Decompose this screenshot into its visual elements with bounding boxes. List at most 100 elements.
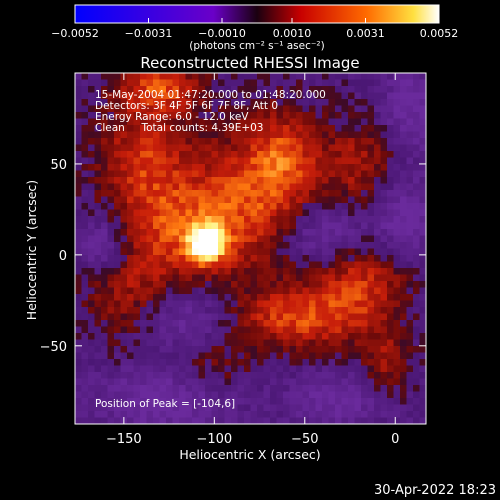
heatmap-cell — [387, 131, 395, 139]
heatmap-cell — [309, 398, 317, 406]
heatmap-cell — [172, 183, 180, 191]
heatmap-cell — [302, 352, 310, 360]
heatmap-cell — [393, 378, 401, 386]
heatmap-cell — [88, 365, 96, 373]
heatmap-cell — [81, 372, 89, 380]
heatmap-cell — [335, 391, 343, 399]
heatmap-cell — [413, 209, 421, 217]
heatmap-cell — [367, 281, 375, 289]
heatmap-cell — [192, 151, 200, 159]
heatmap-cell — [400, 73, 408, 81]
heatmap-cell — [289, 248, 297, 256]
heatmap-cell — [231, 274, 239, 282]
heatmap-cell — [81, 411, 89, 419]
heatmap-cell — [81, 261, 89, 269]
heatmap-cell — [315, 398, 323, 406]
heatmap-cell — [94, 209, 102, 217]
heatmap-cell — [166, 261, 174, 269]
heatmap-cell — [309, 131, 317, 139]
heatmap-cell — [354, 118, 362, 126]
heatmap-cell — [302, 92, 310, 100]
heatmap-cell — [81, 203, 89, 211]
heatmap-cell — [296, 261, 304, 269]
heatmap-cell — [419, 138, 426, 146]
heatmap-cell — [257, 385, 265, 393]
heatmap-cell — [140, 157, 148, 165]
heatmap-cell — [296, 326, 304, 334]
heatmap-cell — [374, 339, 382, 347]
heatmap-cell — [380, 216, 388, 224]
heatmap-cell — [289, 300, 297, 308]
heatmap-cell — [289, 391, 297, 399]
heatmap-cell — [406, 157, 414, 165]
heatmap-cell — [302, 300, 310, 308]
heatmap-cell — [263, 144, 271, 152]
heatmap-cell — [133, 294, 141, 302]
heatmap-cell — [400, 144, 408, 152]
heatmap-cell — [400, 326, 408, 334]
heatmap-cell — [419, 118, 426, 126]
heatmap-cell — [309, 326, 317, 334]
heatmap-cell — [185, 411, 193, 419]
heatmap-cell — [140, 125, 148, 133]
heatmap-cell — [341, 86, 349, 94]
heatmap-cell — [367, 235, 375, 243]
heatmap-cell — [400, 105, 408, 113]
heatmap-cell — [413, 333, 421, 341]
heatmap-cell — [315, 274, 323, 282]
heatmap-cell — [302, 307, 310, 315]
heatmap-cell — [276, 307, 284, 315]
heatmap-cell — [387, 378, 395, 386]
heatmap-cell — [218, 125, 226, 133]
heatmap-cell — [172, 307, 180, 315]
heatmap-cell — [367, 138, 375, 146]
heatmap-cell — [257, 339, 265, 347]
heatmap-cell — [198, 79, 206, 87]
heatmap-cell — [127, 307, 135, 315]
heatmap-cell — [101, 313, 109, 321]
heatmap-cell — [315, 86, 323, 94]
heatmap-cell — [387, 151, 395, 159]
heatmap-cell — [276, 404, 284, 412]
heatmap-cell — [289, 339, 297, 347]
heatmap-cell — [211, 248, 219, 256]
heatmap-cell — [140, 216, 148, 224]
heatmap-cell — [88, 268, 96, 276]
heatmap-cell — [172, 274, 180, 282]
heatmap-cell — [231, 365, 239, 373]
heatmap-cell — [88, 73, 96, 81]
heatmap-cell — [218, 261, 226, 269]
heatmap-cell — [75, 99, 83, 107]
heatmap-cell — [159, 372, 167, 380]
heatmap-cell — [224, 255, 232, 263]
heatmap-cell — [211, 144, 219, 152]
heatmap-cell — [374, 222, 382, 230]
heatmap-cell — [361, 339, 369, 347]
heatmap-cell — [296, 131, 304, 139]
heatmap-cell — [335, 112, 343, 120]
heatmap-cell — [205, 151, 213, 159]
heatmap-cell — [237, 404, 245, 412]
heatmap-cell — [94, 125, 102, 133]
heatmap-cell — [114, 92, 122, 100]
heatmap-cell — [179, 86, 187, 94]
heatmap-cell — [413, 274, 421, 282]
heatmap-cell — [218, 294, 226, 302]
heatmap-cell — [107, 372, 115, 380]
heatmap-cell — [179, 268, 187, 276]
heatmap-cell — [380, 79, 388, 87]
heatmap-cell — [179, 365, 187, 373]
heatmap-cell — [185, 112, 193, 120]
heatmap-cell — [133, 320, 141, 328]
heatmap-cell — [88, 333, 96, 341]
heatmap-cell — [231, 261, 239, 269]
heatmap-cell — [263, 359, 271, 367]
heatmap-cell — [406, 391, 414, 399]
heatmap-cell — [367, 112, 375, 120]
heatmap-cell — [127, 229, 135, 237]
heatmap-cell — [387, 248, 395, 256]
heatmap-cell — [101, 235, 109, 243]
heatmap-cell — [237, 235, 245, 243]
heatmap-cell — [302, 105, 310, 113]
heatmap-cell — [159, 177, 167, 185]
